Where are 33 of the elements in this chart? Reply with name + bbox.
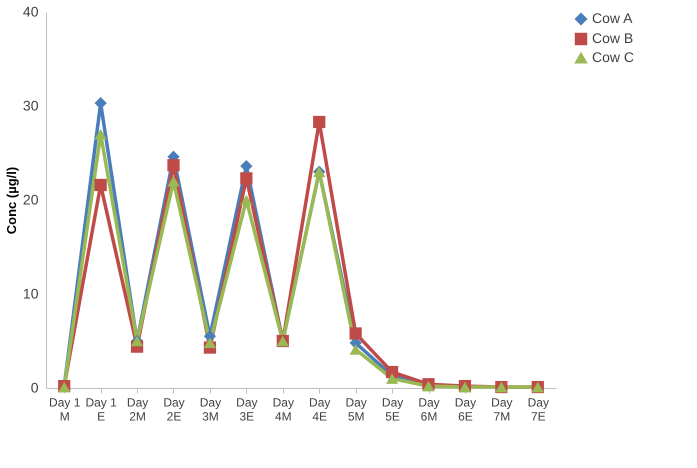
point — [350, 327, 362, 340]
y-tick-label: 30 — [22, 98, 39, 114]
y-tick-label: 0 — [30, 380, 39, 396]
legend-label: Cow C — [592, 49, 634, 65]
x-tick-label: Day 1 E — [85, 396, 118, 424]
y-axis-title: Conc (µg/l) — [4, 166, 19, 234]
x-tick-label: Day 7M — [491, 396, 513, 424]
point — [94, 178, 107, 192]
point — [94, 128, 107, 140]
x-tick-label: Day 1 M — [49, 396, 81, 424]
point — [386, 373, 398, 384]
point — [313, 116, 326, 128]
x-tick-label: Day 3M — [200, 396, 222, 424]
x-tick-label: Day 7E — [528, 396, 549, 424]
x-tick-label: Day 5E — [382, 396, 404, 424]
x-tick-label: Day 4M — [272, 396, 294, 424]
point — [167, 159, 180, 172]
y-tick-label: 10 — [22, 286, 39, 302]
point — [204, 338, 216, 348]
legend-label: Cow B — [592, 30, 634, 46]
point — [240, 194, 252, 206]
point — [167, 176, 180, 187]
x-tick-label: Day 3E — [236, 396, 258, 424]
x-tick-label: Day 2M — [126, 396, 148, 424]
x-tick-label: Day 6M — [418, 396, 440, 424]
x-tick-label: Day 6E — [454, 396, 476, 424]
x-tick-label: Day 2E — [163, 396, 185, 424]
x-tick-label: Day 4E — [309, 396, 330, 424]
legend-label: Cow A — [592, 10, 634, 26]
x-tick-label: Day 5M — [345, 396, 367, 424]
point — [240, 172, 252, 185]
y-tick-label: 40 — [22, 4, 39, 20]
y-tick-label: 20 — [22, 192, 39, 208]
